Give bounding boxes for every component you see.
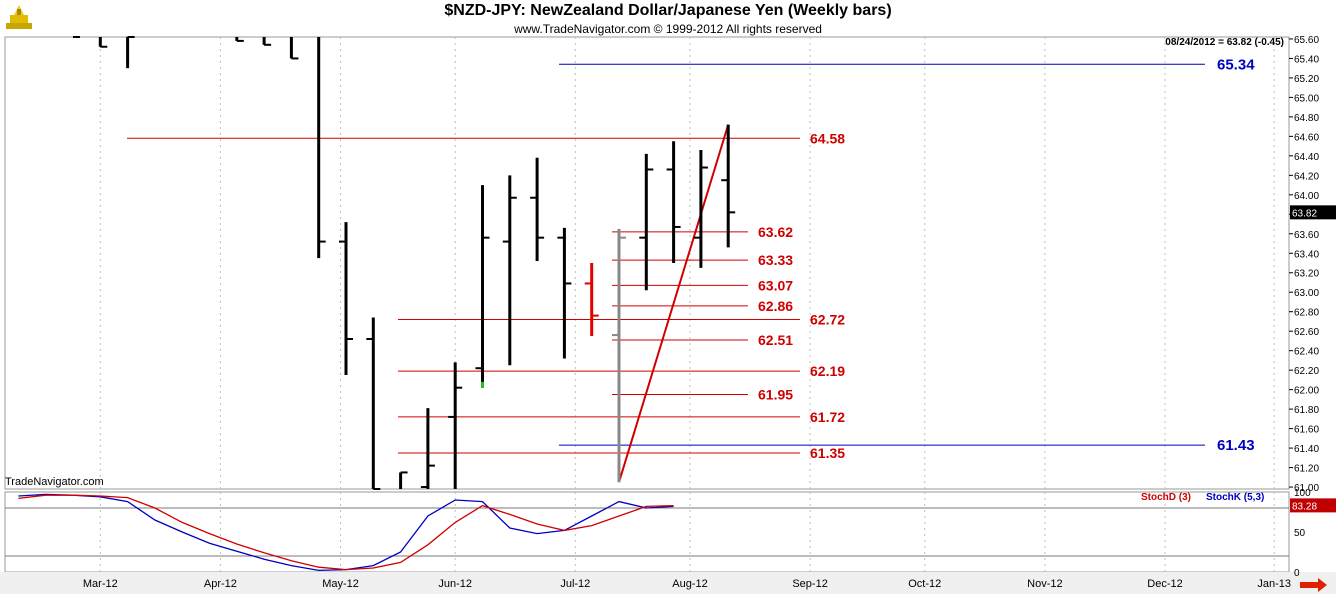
level-label: 64.58 (810, 130, 845, 146)
level-label: 61.35 (810, 445, 845, 461)
stoch-last-label: 83.28 (1292, 501, 1317, 512)
y-tick-label: 61.20 (1294, 464, 1319, 475)
stochk-legend: StochK (5,3) (1206, 492, 1265, 503)
level-label: 63.62 (758, 224, 793, 240)
x-tick-label: Jun-12 (438, 578, 472, 590)
chart-title: $NZD-JPY: NewZealand Dollar/Japanese Yen… (444, 2, 892, 19)
y-tick-label: 62.40 (1294, 347, 1319, 358)
x-tick-label: Apr-12 (204, 578, 237, 590)
x-tick-label: Jul-12 (560, 578, 590, 590)
level-label: 63.07 (758, 277, 793, 293)
level-label: 62.51 (758, 332, 793, 348)
last-price-label: 63.82 (1292, 208, 1317, 219)
x-tick-label: Mar-12 (83, 578, 118, 590)
stoch-y-tick-label: 0 (1294, 568, 1300, 579)
x-tick-label: Jan-13 (1257, 578, 1291, 590)
y-tick-label: 63.20 (1294, 269, 1319, 280)
y-tick-label: 64.60 (1294, 132, 1319, 143)
stoch-last-box (1290, 498, 1336, 513)
level-label: 61.72 (810, 409, 845, 425)
x-tick-label: May-12 (322, 578, 359, 590)
level-label: 63.33 (758, 252, 793, 268)
y-tick-label: 63.00 (1294, 288, 1319, 299)
y-tick-label: 63.60 (1294, 230, 1319, 241)
y-tick-label: 61.40 (1294, 444, 1319, 455)
y-tick-label: 64.40 (1294, 152, 1319, 163)
brand-label: TradeNavigator.com (5, 476, 104, 488)
stochd-legend: StochD (3) (1141, 492, 1191, 503)
x-tick-label: Sep-12 (792, 578, 827, 590)
trendline (618, 124, 730, 483)
y-tick-label: 62.80 (1294, 308, 1319, 319)
y-tick-label: 64.80 (1294, 113, 1319, 124)
date-axis-band (0, 572, 1336, 594)
y-tick-label: 61.00 (1294, 483, 1319, 494)
last-price-box (1290, 205, 1336, 220)
stoch-y-tick-label: 100 (1294, 488, 1311, 499)
y-tick-label: 64.00 (1294, 191, 1319, 202)
x-tick-label: Dec-12 (1147, 578, 1182, 590)
y-tick-label: 65.00 (1294, 93, 1319, 104)
y-tick-label: 64.20 (1294, 171, 1319, 182)
scroll-right-arrow-icon[interactable] (1298, 578, 1328, 592)
y-tick-label: 61.80 (1294, 405, 1319, 416)
y-tick-label: 63.40 (1294, 249, 1319, 260)
x-tick-label: Oct-12 (908, 578, 941, 590)
stoch-line (18, 494, 674, 571)
level-label: 61.43 (1217, 437, 1255, 454)
level-label: 62.72 (810, 312, 845, 328)
y-tick-label: 65.40 (1294, 54, 1319, 65)
y-tick-label: 65.20 (1294, 74, 1319, 85)
stoch-y-tick-label: 50 (1294, 528, 1306, 539)
copyright-text: www.TradeNavigator.com © 1999-2012 All r… (514, 22, 822, 36)
last-value-readout: 08/24/2012 = 63.82 (-0.45) (1165, 37, 1284, 48)
y-tick-label: 65.60 (1294, 35, 1319, 46)
y-tick-label: 62.00 (1294, 386, 1319, 397)
x-tick-label: Nov-12 (1027, 578, 1062, 590)
level-label: 61.95 (758, 387, 793, 403)
x-tick-label: Aug-12 (672, 578, 707, 590)
trade-navigator-logo-icon (6, 5, 32, 29)
y-tick-label: 62.60 (1294, 327, 1319, 338)
y-tick-label: 61.60 (1294, 425, 1319, 436)
stoch-panel (4, 491, 1290, 573)
level-label: 65.34 (1217, 56, 1255, 73)
level-label: 62.86 (758, 298, 793, 314)
level-label: 62.19 (810, 363, 845, 379)
y-tick-label: 62.20 (1294, 366, 1319, 377)
